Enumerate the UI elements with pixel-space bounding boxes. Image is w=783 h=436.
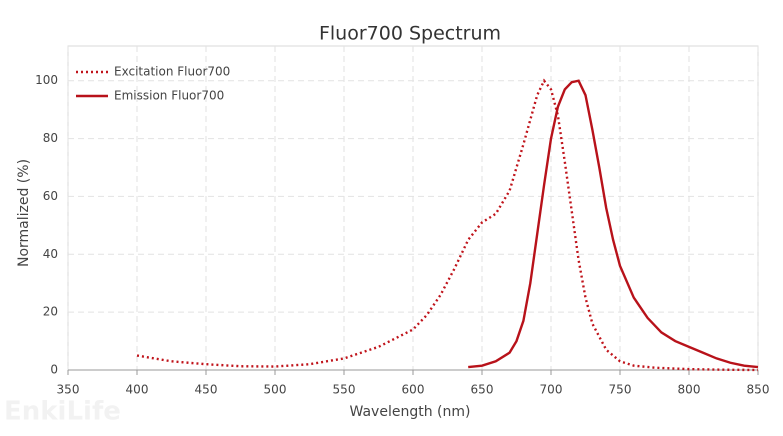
y-tick-label: 80 bbox=[43, 131, 58, 145]
x-tick-label: 400 bbox=[126, 383, 149, 397]
x-tick-label: 750 bbox=[609, 383, 632, 397]
y-tick-label: 100 bbox=[35, 73, 58, 87]
x-tick-label: 550 bbox=[333, 383, 356, 397]
y-tick-label: 40 bbox=[43, 247, 58, 261]
x-tick-label: 450 bbox=[195, 383, 218, 397]
y-axis-label: Normalized (%) bbox=[16, 159, 32, 267]
x-tick-label: 500 bbox=[264, 383, 287, 397]
legend-label: Emission Fluor700 bbox=[114, 89, 224, 103]
y-tick-label: 60 bbox=[43, 189, 58, 203]
x-tick-label: 700 bbox=[540, 383, 563, 397]
x-tick-label: 650 bbox=[471, 383, 494, 397]
y-tick-label: 0 bbox=[50, 363, 58, 377]
x-tick-label: 350 bbox=[57, 383, 80, 397]
line-series bbox=[468, 79, 759, 369]
x-tick-label: 800 bbox=[678, 383, 701, 397]
line-series bbox=[136, 78, 759, 372]
x-tick-label: 850 bbox=[747, 383, 770, 397]
legend-label: Excitation Fluor700 bbox=[114, 65, 230, 79]
y-tick-label: 20 bbox=[43, 305, 58, 319]
x-tick-label: 600 bbox=[402, 383, 425, 397]
x-axis-label: Wavelength (nm) bbox=[350, 404, 471, 420]
chart-title: Fluor700 Spectrum bbox=[319, 23, 501, 45]
watermark: EnkiLife bbox=[4, 397, 121, 427]
